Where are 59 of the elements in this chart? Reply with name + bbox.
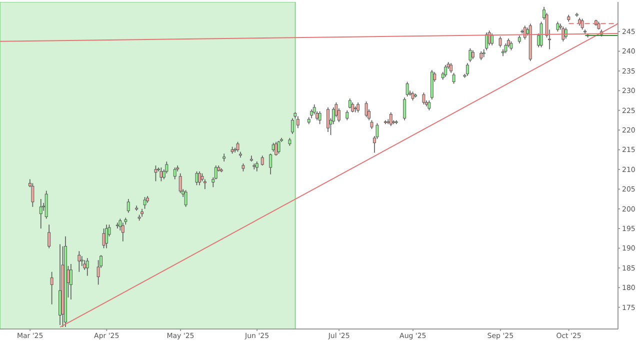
candlestick — [50, 271, 54, 305]
candlestick — [428, 100, 431, 111]
candlestick — [80, 256, 84, 266]
candlestick — [198, 171, 201, 186]
candlestick — [468, 48, 472, 62]
candlestick — [255, 161, 258, 172]
candlestick — [126, 198, 130, 214]
candlestick — [83, 260, 86, 270]
candlestick — [422, 92, 426, 105]
candlestick — [364, 101, 368, 118]
candlestick — [326, 106, 330, 132]
candlestick — [354, 106, 357, 113]
candlestick — [356, 102, 360, 113]
candlestick — [86, 258, 89, 276]
candlestick — [351, 102, 354, 113]
candlestick — [296, 116, 300, 128]
candlestick — [274, 141, 278, 156]
candlestick — [69, 264, 72, 300]
candlestick — [348, 98, 352, 109]
candlestick — [389, 112, 392, 126]
candlestick — [318, 110, 322, 125]
candlestick — [504, 42, 508, 54]
candlestick — [540, 21, 543, 48]
candlestick — [116, 222, 119, 229]
candlestick — [277, 140, 280, 154]
candlestick — [44, 190, 48, 220]
candlestick — [160, 167, 163, 182]
candlestick — [203, 178, 206, 190]
candlestick — [290, 118, 294, 134]
candlestick — [269, 153, 272, 175]
candlestick — [260, 155, 264, 166]
candlestick — [450, 62, 453, 74]
candlestick — [562, 26, 565, 42]
candlestick — [222, 153, 226, 162]
candlestick — [403, 97, 406, 121]
candlestick — [31, 182, 34, 208]
candlestick — [105, 224, 108, 249]
candlestick — [444, 64, 448, 78]
candlestick — [39, 198, 42, 229]
candlestick — [195, 171, 198, 186]
candlestick — [184, 190, 188, 208]
candlestick — [580, 18, 584, 30]
candlestick — [452, 72, 456, 84]
candlestick — [250, 155, 253, 162]
candlestick — [78, 250, 81, 272]
candlestick — [490, 33, 494, 46]
candlestick — [121, 222, 124, 242]
candlestick — [143, 196, 146, 210]
candlestick — [466, 62, 469, 76]
candlestick — [178, 172, 182, 194]
candlestick — [498, 36, 502, 48]
candlestick — [173, 167, 176, 180]
candlestick — [406, 81, 409, 97]
candlestick — [236, 141, 240, 152]
candlestick — [102, 228, 106, 249]
candlestick — [154, 165, 158, 182]
candlestick — [346, 110, 349, 121]
candlestick — [48, 224, 51, 249]
candlestick — [556, 21, 560, 32]
